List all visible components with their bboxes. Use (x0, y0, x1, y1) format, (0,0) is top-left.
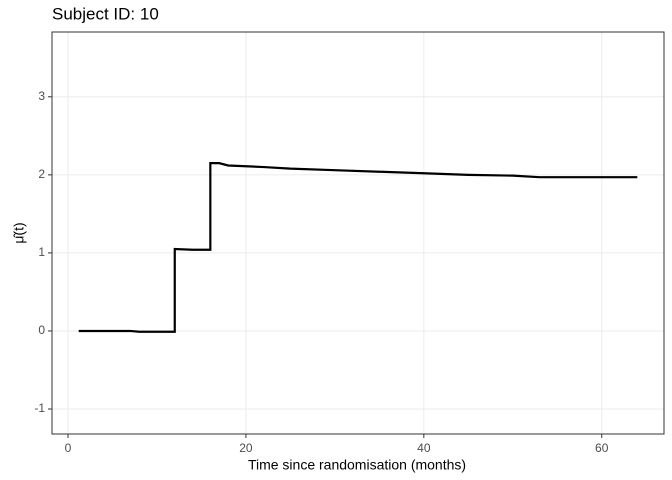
x-tick-label: 20 (239, 441, 253, 455)
y-axis-label: μ̂(t) (11, 222, 27, 243)
x-tick-label: 60 (595, 441, 609, 455)
y-tick-label: 2 (38, 167, 45, 181)
chart-title: Subject ID: 10 (52, 4, 159, 23)
plot-border (51, 31, 665, 435)
x-tick-label: 40 (417, 441, 431, 455)
x-axis-label: Time since randomisation (months) (248, 457, 466, 473)
y-tick-label: -1 (34, 401, 45, 415)
line (78, 162, 638, 333)
y-tick-label: 0 (38, 323, 45, 337)
y-tick-label: 1 (38, 245, 45, 259)
x-tick-label: 0 (65, 441, 72, 455)
y-tick-label: 3 (38, 89, 45, 103)
